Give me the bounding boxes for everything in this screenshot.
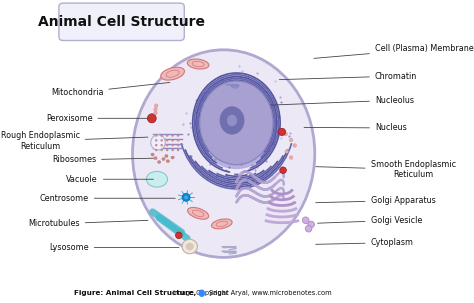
Ellipse shape: [175, 232, 182, 238]
Text: Golgi Apparatus: Golgi Apparatus: [316, 196, 435, 205]
Ellipse shape: [182, 193, 190, 201]
Ellipse shape: [177, 149, 179, 151]
Ellipse shape: [289, 138, 293, 142]
Ellipse shape: [162, 158, 165, 161]
Ellipse shape: [196, 77, 277, 169]
Text: Image Copyright: Image Copyright: [171, 290, 231, 296]
Ellipse shape: [219, 106, 245, 135]
Text: Smooth Endoplasmic
Reticulum: Smooth Endoplasmic Reticulum: [316, 160, 456, 179]
Ellipse shape: [155, 149, 157, 151]
Text: Peroxisome: Peroxisome: [46, 114, 148, 123]
Ellipse shape: [177, 144, 179, 146]
Ellipse shape: [171, 134, 174, 137]
Text: Lysosome: Lysosome: [49, 243, 179, 252]
Text: Microtubules: Microtubules: [28, 219, 148, 228]
Ellipse shape: [146, 171, 167, 187]
Ellipse shape: [166, 70, 179, 77]
Ellipse shape: [151, 135, 165, 150]
Text: Nucleus: Nucleus: [304, 124, 407, 132]
Ellipse shape: [177, 139, 179, 142]
Ellipse shape: [166, 139, 168, 142]
Ellipse shape: [211, 219, 232, 229]
Ellipse shape: [160, 139, 163, 142]
Ellipse shape: [155, 139, 157, 142]
Ellipse shape: [154, 157, 157, 160]
Ellipse shape: [166, 160, 170, 163]
Ellipse shape: [200, 81, 273, 165]
Ellipse shape: [188, 208, 209, 219]
Ellipse shape: [133, 50, 315, 258]
Ellipse shape: [192, 61, 204, 67]
Ellipse shape: [289, 156, 293, 159]
Ellipse shape: [177, 134, 179, 137]
Ellipse shape: [157, 161, 161, 164]
Ellipse shape: [161, 67, 184, 80]
Ellipse shape: [160, 149, 163, 151]
Ellipse shape: [187, 59, 209, 69]
Ellipse shape: [171, 139, 174, 142]
Text: Golgi Vesicle: Golgi Vesicle: [318, 216, 422, 225]
Ellipse shape: [166, 144, 168, 146]
Ellipse shape: [284, 132, 287, 136]
Ellipse shape: [186, 243, 194, 250]
Ellipse shape: [192, 210, 204, 217]
Ellipse shape: [155, 104, 158, 108]
Ellipse shape: [199, 289, 205, 297]
Ellipse shape: [216, 221, 228, 227]
Ellipse shape: [151, 153, 154, 156]
Text: Rough Endoplasmic
Reticulum: Rough Endoplasmic Reticulum: [0, 131, 148, 151]
Ellipse shape: [154, 108, 157, 111]
Text: Sagar Aryal, www.microbenotes.com: Sagar Aryal, www.microbenotes.com: [207, 290, 332, 296]
Ellipse shape: [171, 144, 174, 146]
Ellipse shape: [160, 134, 163, 137]
Text: Chromatin: Chromatin: [279, 72, 417, 81]
Ellipse shape: [166, 149, 168, 151]
Text: Mitochondria: Mitochondria: [51, 82, 170, 97]
Text: Cytoplasm: Cytoplasm: [316, 238, 413, 247]
Ellipse shape: [293, 144, 297, 147]
Ellipse shape: [305, 225, 312, 232]
Ellipse shape: [155, 144, 157, 146]
Ellipse shape: [165, 155, 168, 158]
Ellipse shape: [308, 221, 314, 228]
Ellipse shape: [154, 111, 157, 115]
Text: Centrosome: Centrosome: [40, 194, 175, 203]
Text: Ribosomes: Ribosomes: [52, 155, 154, 165]
Ellipse shape: [278, 128, 286, 135]
Text: Figure: Animal Cell Structure,: Figure: Animal Cell Structure,: [74, 290, 196, 296]
Ellipse shape: [227, 115, 237, 126]
Ellipse shape: [166, 134, 168, 137]
Text: Cell (Plasma) Membrane: Cell (Plasma) Membrane: [314, 45, 474, 58]
Ellipse shape: [171, 156, 174, 159]
Ellipse shape: [155, 134, 157, 137]
Ellipse shape: [280, 167, 286, 173]
Text: Nucleolus: Nucleolus: [259, 96, 414, 105]
Ellipse shape: [285, 150, 289, 153]
Ellipse shape: [182, 239, 197, 254]
Ellipse shape: [147, 114, 156, 123]
Ellipse shape: [184, 195, 188, 199]
Ellipse shape: [302, 217, 309, 224]
Ellipse shape: [160, 144, 163, 146]
Text: Vacuole: Vacuole: [66, 175, 154, 184]
FancyBboxPatch shape: [59, 3, 184, 41]
Text: Animal Cell Structure: Animal Cell Structure: [38, 15, 205, 29]
Ellipse shape: [171, 149, 174, 151]
